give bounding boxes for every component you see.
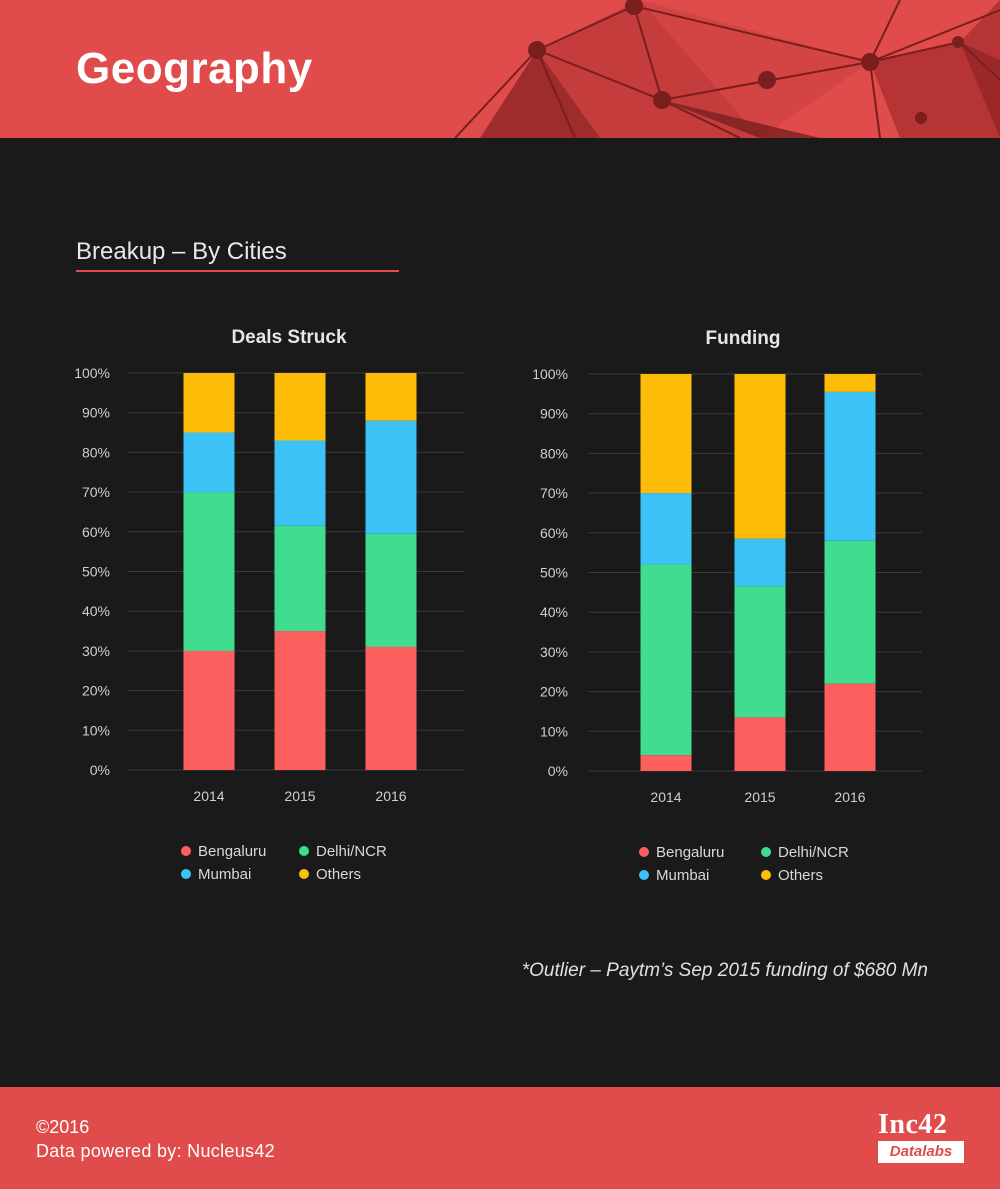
funding-y-tick-label: 20%: [540, 684, 568, 700]
deals-bar-bengaluru-2014: [183, 650, 235, 770]
deals-bar-others-2014: [183, 373, 235, 433]
funding-bar-delhi-ncr-2014: [640, 564, 692, 756]
funding-bar-delhi-ncr-2016: [824, 540, 876, 684]
deals-bar-delhi-ncr-2016: [365, 533, 417, 647]
deals-bar-mumbai-2014: [183, 432, 235, 493]
deals-legend-label: Mumbai: [198, 866, 251, 883]
deals-y-tick-label: 0%: [90, 762, 110, 778]
funding-y-tick-label: 40%: [540, 604, 568, 620]
deals-x-tick-label: 2014: [193, 788, 224, 804]
deals-legend-swatch-mumbai: [181, 869, 191, 879]
funding-y-tick-label: 100%: [532, 366, 568, 382]
footnote: *Outlier – Paytm’s Sep 2015 funding of $…: [521, 960, 928, 981]
funding-chart-title: Funding: [706, 328, 781, 349]
deals-y-tick-label: 80%: [82, 444, 110, 460]
funding-legend-label: Others: [778, 867, 823, 884]
deals-y-tick-label: 70%: [82, 484, 110, 500]
deals-bar-delhi-ncr-2014: [183, 492, 235, 651]
funding-y-tick-label: 10%: [540, 723, 568, 739]
section-underline: [76, 270, 399, 272]
deals-bar-bengaluru-2016: [365, 646, 417, 770]
deals-legend-label: Others: [316, 866, 361, 883]
page-title: Geography: [76, 44, 313, 93]
charts-canvas: Deals Struck 0% 10% 20% 30% 40% 50% 60% 70% 80% 90…: [74, 327, 922, 884]
deals-y-tick-label: 10%: [82, 722, 110, 738]
deals-x-tick-label: 2016: [375, 788, 406, 804]
funding-legend-swatch-mumbai: [639, 870, 649, 880]
funding-x-tick-label: 2016: [834, 789, 865, 805]
copyright-text: ©2016: [36, 1117, 90, 1137]
funding-legend-label: Bengaluru: [656, 844, 724, 861]
inc42-logo: Inc42 Datalabs: [876, 1109, 968, 1165]
funding-y-tick-label: 70%: [540, 485, 568, 501]
funding-y-tick-label: 50%: [540, 565, 568, 581]
deals-y-tick-label: 50%: [82, 564, 110, 580]
deals-legend-swatch-delhi-ncr: [299, 846, 309, 856]
funding-x-tick-label: 2014: [650, 789, 681, 805]
funding-bar-mumbai-2015: [734, 538, 786, 587]
deals-x-tick-label: 2015: [284, 788, 315, 804]
deals-chart-title: Deals Struck: [231, 327, 347, 348]
logo-bottom-text: Datalabs: [878, 1141, 964, 1163]
funding-bar-others-2015: [734, 374, 786, 539]
deals-y-tick-label: 20%: [82, 683, 110, 699]
deals-bar-delhi-ncr-2015: [274, 525, 326, 632]
header-banner: Geography: [0, 0, 1000, 138]
deals-y-tick-label: 100%: [74, 365, 110, 381]
funding-y-tick-label: 30%: [540, 644, 568, 660]
footer-banner: ©2016 Data powered by: Nucleus42 Inc42 D…: [0, 1087, 1000, 1189]
funding-bar-mumbai-2016: [824, 391, 876, 541]
funding-legend-swatch-others: [761, 870, 771, 880]
network-decoration: [454, 0, 1000, 138]
deals-y-tick-label: 30%: [82, 643, 110, 659]
funding-legend-swatch-bengaluru: [639, 847, 649, 857]
deals-bar-bengaluru-2015: [274, 631, 326, 770]
funding-y-tick-label: 80%: [540, 445, 568, 461]
funding-bar-bengaluru-2016: [824, 683, 876, 771]
deals-bar-others-2015: [274, 373, 326, 441]
deals-y-tick-label: 90%: [82, 405, 110, 421]
deals-y-tick-label: 40%: [82, 603, 110, 619]
funding-y-tick-label: 60%: [540, 525, 568, 541]
deals-legend-swatch-others: [299, 869, 309, 879]
funding-legend-label: Delhi/NCR: [778, 844, 849, 861]
deals-bar-mumbai-2016: [365, 420, 417, 534]
deals-legend-label: Delhi/NCR: [316, 843, 387, 860]
funding-bar-bengaluru-2014: [640, 755, 692, 771]
funding-bar-others-2014: [640, 374, 692, 494]
funding-legend-swatch-delhi-ncr: [761, 847, 771, 857]
deals-y-tick-label: 60%: [82, 524, 110, 540]
funding-x-tick-label: 2015: [744, 789, 775, 805]
deals-bar-others-2016: [365, 373, 417, 421]
funding-y-tick-label: 90%: [540, 406, 568, 422]
funding-bar-mumbai-2014: [640, 493, 692, 565]
funding-bar-others-2016: [824, 374, 876, 392]
deals-legend-swatch-bengaluru: [181, 846, 191, 856]
section-title: Breakup – By Cities: [76, 238, 287, 265]
powered-by-text: Data powered by: Nucleus42: [36, 1141, 275, 1161]
funding-bar-bengaluru-2015: [734, 717, 786, 771]
funding-bar-delhi-ncr-2015: [734, 586, 786, 718]
funding-y-tick-label: 0%: [548, 763, 568, 779]
deals-legend-label: Bengaluru: [198, 843, 266, 860]
deals-bar-mumbai-2015: [274, 440, 326, 526]
funding-legend-label: Mumbai: [656, 867, 709, 884]
logo-top-text: Inc42: [878, 1109, 948, 1140]
